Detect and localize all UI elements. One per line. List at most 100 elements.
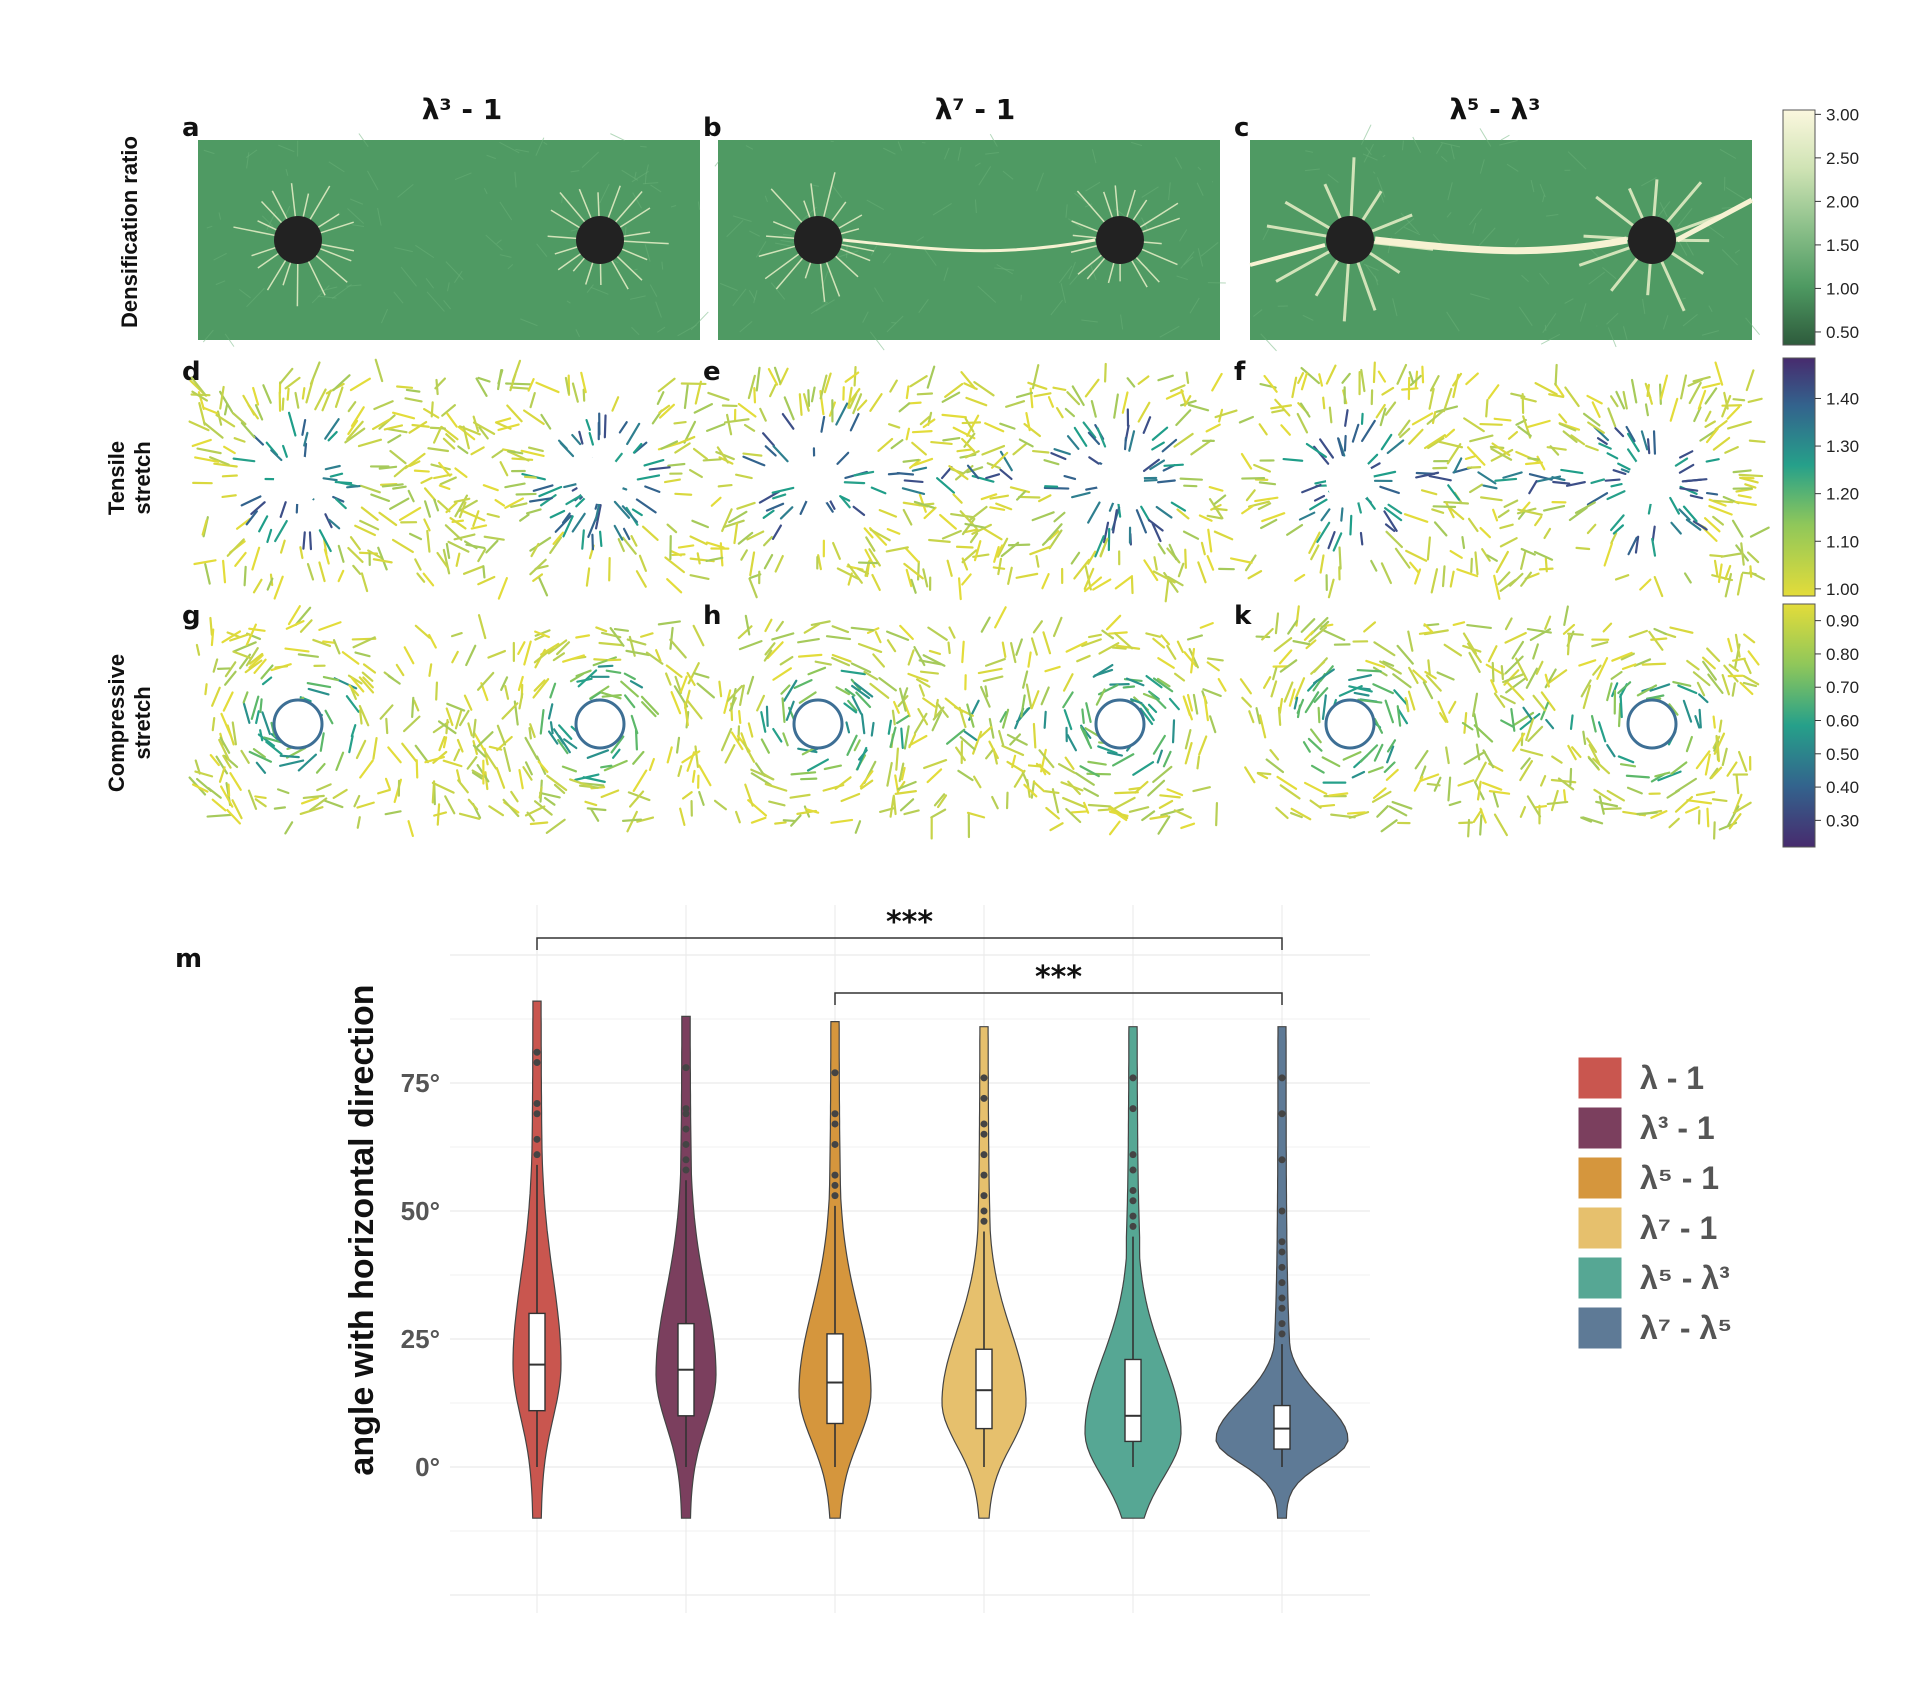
fiber <box>1156 479 1176 484</box>
fiber <box>930 808 947 819</box>
fiber <box>1438 440 1464 449</box>
fiber <box>509 373 517 392</box>
texture-streak <box>1412 136 1422 153</box>
texture-streak <box>202 329 214 343</box>
fiber <box>991 451 1009 469</box>
fiber <box>645 651 664 665</box>
texture-streak <box>1642 298 1646 315</box>
fiber <box>1427 437 1445 450</box>
fiber <box>1096 427 1107 448</box>
fiber <box>303 431 309 447</box>
texture-streak <box>1068 218 1084 230</box>
fiber <box>1066 734 1078 752</box>
fiber <box>222 754 232 769</box>
fiber <box>547 639 568 655</box>
fiber <box>1317 706 1321 724</box>
fiber <box>1633 658 1652 667</box>
texture-streak <box>943 267 949 282</box>
inclusion-2 <box>1628 216 1676 264</box>
texture-streak <box>1641 176 1657 187</box>
densification-streak <box>584 258 595 285</box>
fiber <box>483 750 498 770</box>
fiber <box>1027 381 1048 390</box>
fiber <box>1217 677 1227 692</box>
fiber <box>1108 807 1128 822</box>
fiber <box>1113 632 1134 650</box>
fiber <box>428 663 433 677</box>
fiber <box>252 748 266 759</box>
texture-streak <box>882 253 892 264</box>
fiber <box>1668 703 1679 716</box>
fiber <box>1497 509 1510 519</box>
fiber <box>1305 639 1317 650</box>
fiber <box>638 554 647 572</box>
fiber <box>1021 771 1030 786</box>
fiber <box>677 765 683 777</box>
texture-streak <box>832 185 843 199</box>
fiber <box>1380 819 1398 833</box>
colorbar-tick-label: 1.00 <box>1826 580 1859 599</box>
fiber <box>1207 528 1213 553</box>
fiber <box>673 420 687 425</box>
fiber <box>1423 434 1447 450</box>
fiber <box>1064 756 1075 770</box>
fiber <box>1167 575 1184 587</box>
fiber <box>1588 757 1600 770</box>
texture-streak <box>1068 261 1076 280</box>
fiber <box>1425 674 1442 692</box>
fiber <box>1115 644 1141 650</box>
fiber <box>510 790 519 803</box>
fiber <box>984 422 1005 433</box>
fiber <box>1565 481 1586 487</box>
fiber <box>1016 490 1027 501</box>
texture-streak <box>599 183 610 204</box>
fiber <box>519 513 530 522</box>
fiber <box>836 567 860 580</box>
fiber <box>314 388 327 411</box>
fiber <box>872 653 885 668</box>
fiber <box>681 750 701 764</box>
texture-streak <box>1678 241 1688 256</box>
fiber <box>1168 543 1178 561</box>
fiber <box>569 778 594 788</box>
texture-streak <box>1085 181 1101 192</box>
fiber <box>1052 386 1067 392</box>
texture-streak <box>1622 326 1628 340</box>
fiber <box>1486 554 1498 562</box>
fiber <box>1474 761 1487 783</box>
fiber <box>450 631 463 638</box>
fiber <box>759 407 767 422</box>
fiber <box>1704 387 1718 405</box>
fiber <box>848 392 858 409</box>
fiber <box>1022 670 1029 689</box>
fiber <box>344 427 366 444</box>
fiber <box>1702 660 1717 681</box>
fiber <box>1132 761 1155 776</box>
fiber <box>894 790 917 796</box>
outlier-point <box>980 1207 988 1215</box>
fiber <box>1046 523 1063 542</box>
texture-streak <box>1091 149 1097 164</box>
fiber <box>1162 750 1172 768</box>
fiber <box>781 697 786 724</box>
fiber <box>220 712 232 737</box>
fiber <box>1152 570 1176 584</box>
texture-streak <box>1141 217 1148 230</box>
fiber <box>772 493 787 500</box>
fiber <box>518 692 524 710</box>
fiber <box>472 421 496 435</box>
texture-streak <box>932 203 952 216</box>
fiber <box>318 529 332 553</box>
fiber <box>1669 397 1679 422</box>
texture-streak <box>897 141 903 151</box>
fiber <box>323 548 330 565</box>
texture-streak <box>261 215 274 227</box>
fiber <box>1426 536 1431 561</box>
fiber <box>851 684 871 700</box>
fiber <box>897 780 917 791</box>
fiber <box>844 688 856 697</box>
texture-streak <box>377 207 382 226</box>
fiber <box>1701 656 1716 670</box>
fiber <box>740 549 748 561</box>
fiber <box>1557 777 1575 791</box>
